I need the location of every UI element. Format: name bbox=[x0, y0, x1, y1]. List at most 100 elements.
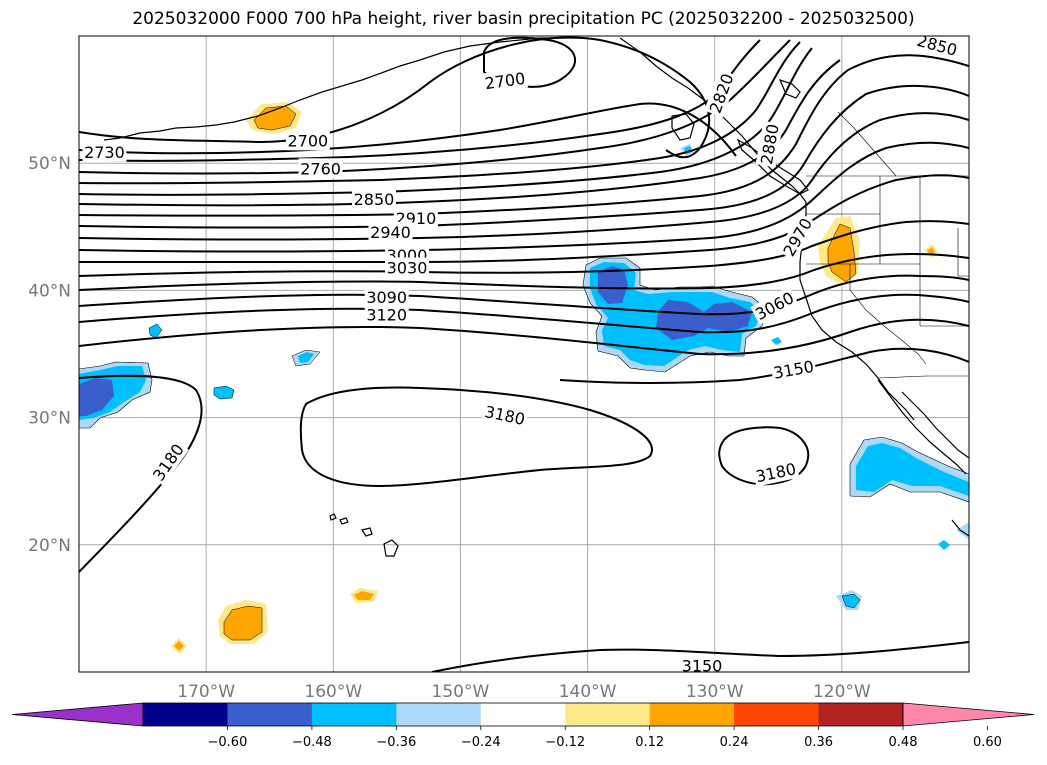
colorbar-tick-label: 0.36 bbox=[804, 735, 833, 750]
contour-label-text: 2940 bbox=[370, 223, 411, 242]
precip-shading bbox=[79, 102, 969, 654]
contour-line bbox=[79, 293, 969, 334]
precip-region-cyan bbox=[856, 443, 969, 496]
lon-tick-label: 140°W bbox=[559, 682, 617, 702]
precip-region-cyan bbox=[213, 385, 235, 400]
contour-label-background bbox=[777, 212, 818, 262]
colorbar-segment bbox=[734, 703, 820, 726]
colorbar-segment bbox=[143, 703, 228, 726]
contour-label-text: 3150 bbox=[682, 657, 723, 676]
precip-region-orange bbox=[174, 641, 184, 651]
contour-labels: 2700270027302760285029102940300030303090… bbox=[82, 36, 962, 676]
lat-tick-label: 30°N bbox=[28, 409, 71, 429]
contour-line bbox=[79, 59, 841, 207]
colorbar-tick-label: −0.48 bbox=[292, 735, 332, 750]
colorbar-tick-label: −0.60 bbox=[208, 735, 248, 750]
contour-label-background bbox=[351, 188, 396, 209]
coastline-hawaii-maui bbox=[361, 527, 373, 537]
precip-region-medium-blue bbox=[598, 266, 628, 304]
border-wy bbox=[957, 228, 969, 277]
coastline-hawaii-oahu bbox=[339, 517, 349, 525]
colorbar-tick-label: 0.48 bbox=[889, 735, 918, 750]
contour-label-background bbox=[752, 457, 800, 487]
map-frame bbox=[78, 35, 970, 673]
contour-label: 3150 bbox=[680, 655, 724, 676]
lat-tick-label: 40°N bbox=[28, 281, 71, 301]
coastline-hawaii-big-island bbox=[383, 539, 399, 557]
colorbar-segment bbox=[649, 703, 735, 726]
precip-region-orange bbox=[223, 605, 263, 641]
colorbar-segment bbox=[227, 703, 313, 726]
contour-label: 2850 bbox=[351, 188, 396, 209]
colorbar-frame bbox=[142, 702, 904, 727]
contour-line bbox=[79, 374, 203, 573]
precip-region-medium-blue bbox=[79, 378, 114, 416]
colorbar-segment bbox=[565, 703, 651, 726]
contour-label-text: 2730 bbox=[84, 143, 125, 162]
contour-label-background bbox=[680, 655, 724, 672]
contour-label: 2760 bbox=[298, 158, 343, 179]
precip-region-orange bbox=[927, 247, 935, 255]
border-us-mexico bbox=[877, 375, 969, 379]
contour-line bbox=[79, 141, 969, 253]
contour-line bbox=[79, 54, 969, 217]
coastline-baja bbox=[877, 379, 967, 475]
contour-label-text: 2760 bbox=[300, 159, 341, 178]
colorbar: −0.60 −0.48 −0.36 −0.24 −0.12 0.12 0.24 0.36 0.4… bbox=[11, 702, 1035, 750]
contour-label: 3120 bbox=[364, 304, 409, 325]
colorbar-tick-label: −0.24 bbox=[461, 735, 501, 750]
contour-label-background bbox=[750, 286, 799, 325]
contour-label-background bbox=[913, 36, 962, 61]
contour-line bbox=[79, 47, 813, 196]
contour-label-background bbox=[481, 400, 529, 430]
contour-line bbox=[79, 112, 969, 241]
colorbar-tick-label: −0.36 bbox=[376, 735, 416, 750]
lat-tick-label: 50°N bbox=[28, 154, 71, 174]
contour-line bbox=[79, 274, 969, 316]
lon-tick-label: 160°W bbox=[304, 682, 362, 702]
contour-label: 2700 bbox=[285, 130, 330, 151]
contour-label-background bbox=[704, 69, 738, 118]
lon-tick-label: 130°W bbox=[686, 682, 744, 702]
lat-tick-label: 20°N bbox=[28, 536, 71, 556]
border-alaska-canada bbox=[837, 111, 897, 177]
colorbar-extend-low bbox=[11, 702, 144, 727]
contour-label-background bbox=[770, 355, 817, 383]
contour-label: 3030 bbox=[385, 257, 430, 278]
border-ca-az bbox=[903, 341, 927, 365]
colorbar-tick-label: 0.24 bbox=[720, 735, 749, 750]
contour-line bbox=[431, 641, 969, 672]
contour-line bbox=[79, 318, 969, 356]
contour-label: 2730 bbox=[82, 141, 127, 162]
contour-label-background bbox=[298, 158, 343, 179]
precip-region-cyan bbox=[148, 323, 163, 339]
contour-label-background bbox=[285, 130, 330, 151]
contour-label-background bbox=[82, 141, 127, 162]
contour-line bbox=[79, 174, 969, 264]
contour-label-background bbox=[364, 286, 409, 307]
coastline-mexico bbox=[951, 519, 969, 537]
lon-tick-label: 170°W bbox=[177, 682, 235, 702]
contour-label-text: 2850 bbox=[354, 190, 395, 209]
contour-line bbox=[79, 84, 969, 229]
contour-label-background bbox=[385, 257, 430, 278]
precip-region-orange bbox=[354, 591, 374, 600]
contour-line bbox=[79, 102, 737, 157]
contour-line bbox=[299, 386, 653, 488]
map-title: 2025032000 F000 700 hPa height, river ba… bbox=[132, 9, 915, 29]
colorbar-segment bbox=[311, 703, 397, 726]
contour-label-background bbox=[368, 221, 413, 242]
longitude-labels: 170°W 160°W 150°W 140°W 130°W 120°W bbox=[177, 682, 871, 702]
colorbar-segment bbox=[480, 703, 566, 726]
contour-label-text: 3090 bbox=[366, 288, 407, 307]
coastline-hawaii-kauai bbox=[329, 513, 337, 521]
contour-label-text: 2700 bbox=[287, 131, 328, 150]
contour-label: 2700 bbox=[481, 67, 529, 94]
coastline-alaska-aleutians bbox=[103, 37, 580, 141]
contour-label-text: 3030 bbox=[387, 259, 428, 278]
precip-region-cyan bbox=[771, 337, 782, 345]
lon-tick-label: 150°W bbox=[432, 682, 490, 702]
coastline-gulf-california bbox=[901, 391, 969, 459]
colorbar-tick-label: 0.60 bbox=[973, 735, 1002, 750]
